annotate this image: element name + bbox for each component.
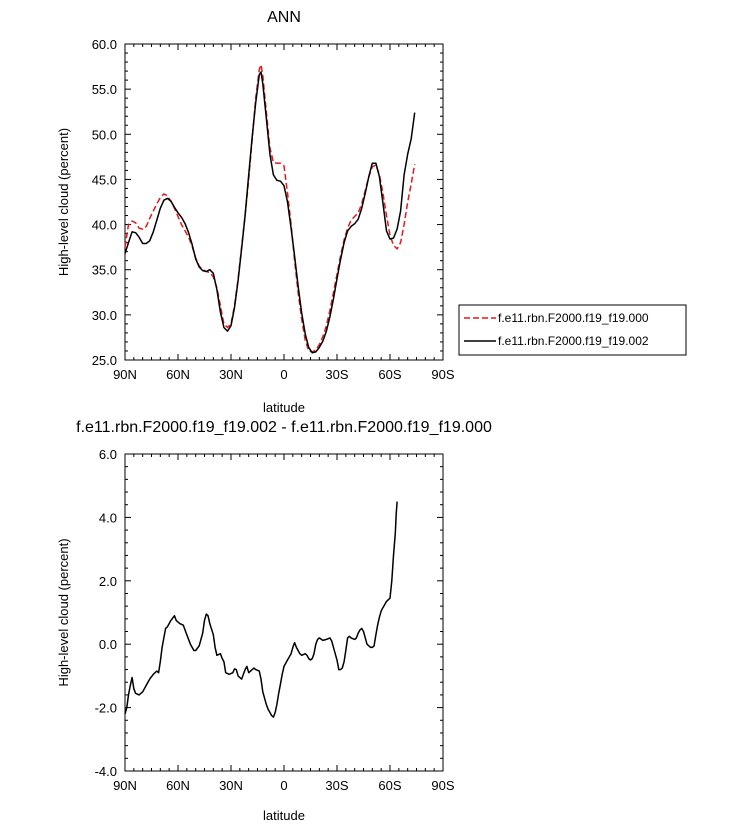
y-tick-label: -2.0 xyxy=(95,701,117,716)
x-tick-label: 90S xyxy=(431,778,454,793)
y-tick-label: 25.0 xyxy=(92,353,117,368)
plot-frame-1 xyxy=(124,43,444,361)
y-axis-label: High-level cloud (percent) xyxy=(56,538,71,686)
series-line-1-1 xyxy=(124,64,416,353)
y-tick-label: 4.0 xyxy=(99,510,117,525)
chart-title-2: f.e11.rbn.F2000.f19_f19.002 - f.e11.rbn.… xyxy=(76,419,492,436)
y-tick-label: 50.0 xyxy=(92,127,117,142)
y-axis-label: High-level cloud (percent) xyxy=(56,128,71,276)
y-tick-label: 30.0 xyxy=(92,308,117,323)
y-tick-label: 35.0 xyxy=(92,263,117,278)
y-tick-label: 2.0 xyxy=(99,574,117,589)
chart-title-1: ANN xyxy=(267,9,301,26)
x-tick-label: 90S xyxy=(431,367,454,382)
x-axis-label: latitude xyxy=(263,400,305,415)
x-tick-label: 30N xyxy=(219,778,243,793)
x-tick-label: 60S xyxy=(378,367,401,382)
x-tick-label: 30S xyxy=(325,367,348,382)
y-tick-label: 40.0 xyxy=(92,218,117,233)
series-line-1-2 xyxy=(124,71,416,354)
y-tick-label: 60.0 xyxy=(92,37,117,52)
plot-frame-2 xyxy=(124,453,444,772)
x-tick-label: 0 xyxy=(280,778,287,793)
x-tick-label: 60S xyxy=(378,778,401,793)
legend-entry: f.e11.rbn.F2000.f19_f19.002 xyxy=(498,334,649,348)
y-tick-label: -4.0 xyxy=(95,764,117,779)
x-tick-label: 90N xyxy=(113,778,137,793)
series-line-2-1 xyxy=(124,501,398,718)
x-tick-label: 60N xyxy=(166,367,190,382)
y-tick-label: 0.0 xyxy=(99,637,117,652)
x-tick-label: 90N xyxy=(113,367,137,382)
x-tick-label: 30S xyxy=(325,778,348,793)
legend-box xyxy=(458,304,687,356)
y-tick-label: 6.0 xyxy=(99,447,117,462)
legend-entry: f.e11.rbn.F2000.f19_f19.000 xyxy=(498,311,649,325)
y-tick-label: 45.0 xyxy=(92,172,117,187)
x-axis-label: latitude xyxy=(263,808,305,823)
y-tick-label: 55.0 xyxy=(92,82,117,97)
x-tick-label: 60N xyxy=(166,778,190,793)
x-tick-label: 30N xyxy=(219,367,243,382)
x-tick-label: 0 xyxy=(280,367,287,382)
